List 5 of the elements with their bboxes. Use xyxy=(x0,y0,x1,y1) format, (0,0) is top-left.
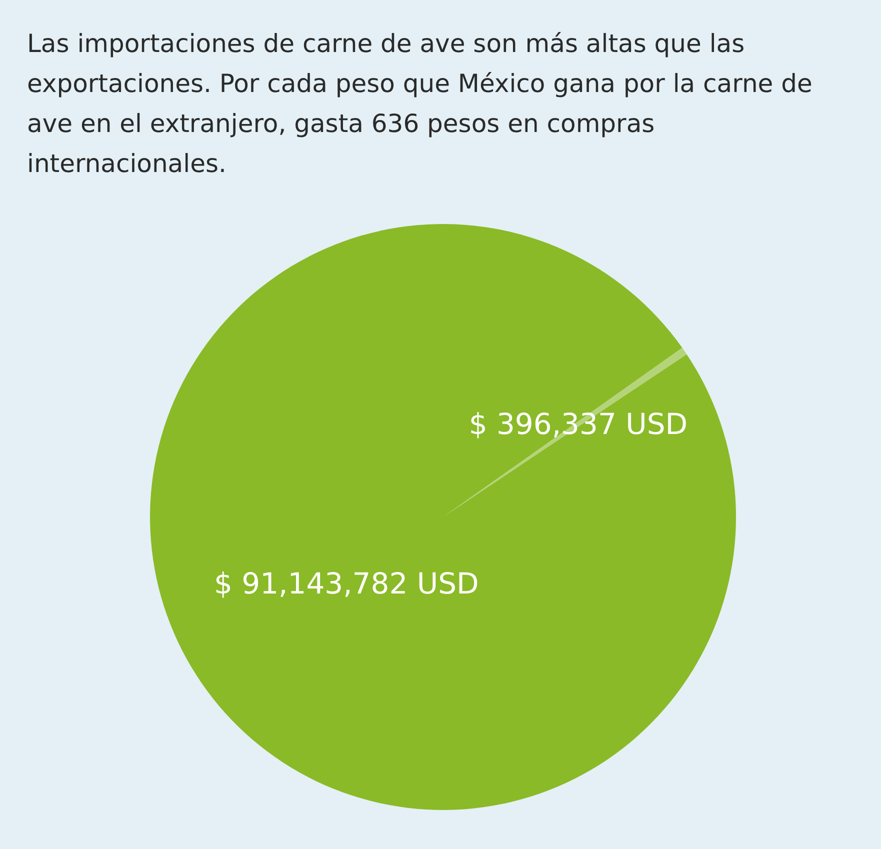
data-label: $ 91,143,782 USD xyxy=(214,566,479,600)
pie-slice xyxy=(150,224,736,810)
chart-title: Las importaciones de carne de ave son más altas que las exportaciones. Por cada peso que México gana por la carne de ave en el extranjero, gasta 636 pesos en compras internacionales. xyxy=(27,29,812,178)
data-label: $ 396,337 USD xyxy=(468,407,688,442)
pie-slice xyxy=(443,348,687,517)
